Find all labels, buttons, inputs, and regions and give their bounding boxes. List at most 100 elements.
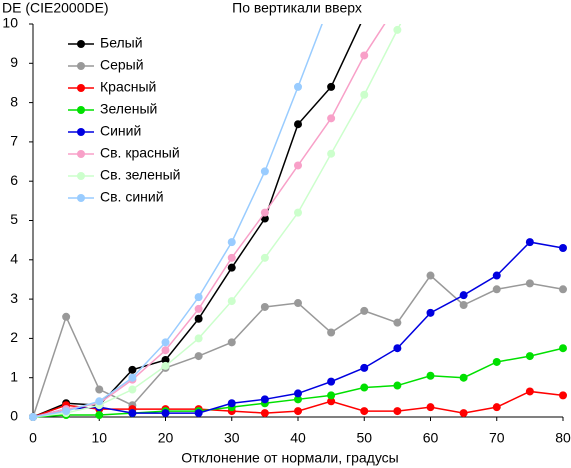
series-marker bbox=[29, 413, 37, 421]
y-tick-label: 1 bbox=[10, 368, 18, 384]
y-tick-label: 9 bbox=[10, 54, 18, 70]
series-marker bbox=[393, 381, 402, 390]
y-tick-label: 10 bbox=[2, 15, 18, 31]
series-marker bbox=[393, 407, 402, 416]
series-marker bbox=[161, 409, 170, 418]
series-marker bbox=[459, 409, 468, 418]
series-marker bbox=[227, 297, 236, 306]
series-marker bbox=[294, 407, 302, 416]
series-marker bbox=[227, 263, 236, 272]
series-marker bbox=[95, 385, 104, 394]
series-marker bbox=[227, 238, 236, 247]
series-marker bbox=[161, 361, 170, 370]
series-marker bbox=[492, 271, 501, 280]
x-tick-label: 50 bbox=[356, 430, 372, 446]
series-marker bbox=[260, 208, 269, 217]
y-tick-label: 0 bbox=[10, 408, 18, 424]
series-marker bbox=[294, 395, 302, 404]
legend-marker bbox=[77, 106, 85, 114]
x-tick-label: 20 bbox=[158, 430, 174, 446]
series-marker bbox=[194, 334, 203, 343]
legend-label: Св. красный bbox=[100, 145, 180, 161]
series-marker bbox=[327, 377, 336, 386]
series-marker bbox=[62, 407, 71, 416]
legend-label: Белый bbox=[100, 35, 143, 51]
x-tick-label: 40 bbox=[290, 430, 306, 446]
series-marker bbox=[95, 397, 104, 406]
series-marker bbox=[492, 357, 501, 366]
series-marker bbox=[393, 0, 401, 8]
series-marker bbox=[426, 403, 435, 412]
x-tick-label: 10 bbox=[91, 430, 107, 446]
series-marker bbox=[260, 409, 269, 418]
series-marker bbox=[360, 383, 369, 392]
series-marker bbox=[161, 346, 170, 355]
series-marker bbox=[360, 407, 369, 416]
series-marker bbox=[194, 314, 203, 323]
x-tick-label: 30 bbox=[224, 430, 240, 446]
series-marker bbox=[260, 253, 269, 262]
series-marker bbox=[128, 373, 137, 382]
series-marker bbox=[559, 391, 567, 400]
series-marker bbox=[161, 338, 170, 347]
series-marker bbox=[327, 82, 336, 91]
series-marker bbox=[327, 328, 336, 337]
series-marker bbox=[525, 279, 534, 288]
series-marker bbox=[492, 403, 501, 412]
x-tick-label: 0 bbox=[29, 430, 37, 446]
x-tick-label: 60 bbox=[423, 430, 439, 446]
series-marker bbox=[260, 395, 269, 404]
y-tick-label: 5 bbox=[10, 211, 18, 227]
series-marker bbox=[128, 365, 137, 374]
series-marker bbox=[62, 312, 71, 321]
x-axis-label: Отклонение от нормали, градусы bbox=[181, 450, 398, 466]
legend-label: Красный bbox=[100, 79, 156, 95]
x-tick-label: 80 bbox=[555, 430, 571, 446]
y-tick-label: 7 bbox=[10, 133, 18, 149]
series-line bbox=[32, 24, 323, 418]
series-marker bbox=[95, 411, 104, 420]
series-line bbox=[32, 24, 402, 418]
series-marker bbox=[393, 25, 402, 34]
legend-label: Зеленый bbox=[100, 101, 157, 117]
series-marker bbox=[492, 285, 501, 294]
y-tick-label: 2 bbox=[10, 329, 18, 345]
series-marker bbox=[260, 167, 269, 176]
series-marker bbox=[393, 318, 402, 327]
y-tick-label: 3 bbox=[10, 290, 18, 306]
series-marker bbox=[128, 409, 137, 418]
series-marker bbox=[227, 338, 236, 347]
series-marker bbox=[360, 306, 369, 315]
series-line bbox=[32, 347, 564, 418]
series-marker bbox=[294, 299, 302, 308]
series-marker bbox=[426, 271, 435, 280]
legend-label: Серый bbox=[100, 57, 144, 73]
series-marker bbox=[128, 385, 137, 394]
series-marker bbox=[393, 344, 402, 353]
series-marker bbox=[161, 356, 170, 365]
legend-marker bbox=[77, 150, 85, 158]
series-marker bbox=[459, 300, 468, 309]
legend-marker bbox=[77, 62, 85, 70]
series-marker bbox=[260, 302, 269, 311]
series-marker bbox=[525, 238, 534, 247]
y-axis-label: DE (CIE2000DE) bbox=[2, 0, 109, 16]
series-marker bbox=[294, 208, 302, 217]
series-marker bbox=[426, 308, 435, 317]
series-line bbox=[32, 24, 386, 418]
series-marker bbox=[294, 389, 302, 398]
series-marker bbox=[294, 120, 302, 129]
series-marker bbox=[559, 285, 567, 294]
y-tick-label: 6 bbox=[10, 172, 18, 188]
series-marker bbox=[227, 399, 236, 408]
series-marker bbox=[360, 363, 369, 372]
series-marker bbox=[194, 304, 203, 313]
series-marker bbox=[327, 391, 336, 400]
y-tick-label: 8 bbox=[10, 93, 18, 109]
series-marker bbox=[459, 373, 468, 382]
series-marker bbox=[327, 397, 336, 406]
series-marker bbox=[327, 114, 336, 123]
legend-label: Св. зеленый bbox=[100, 167, 180, 183]
